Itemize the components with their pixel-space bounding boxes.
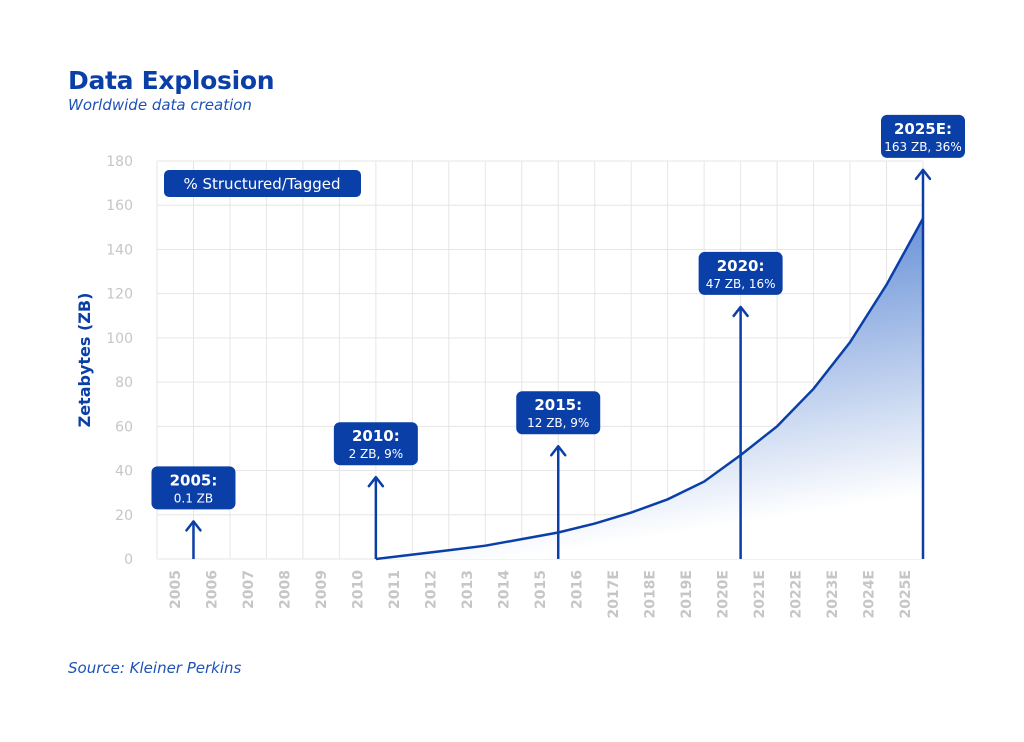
arrow-head	[732, 305, 749, 318]
x-tick-label: 2007	[241, 570, 257, 609]
x-tick-label: 2011	[387, 570, 403, 609]
y-tick-label: 40	[115, 464, 133, 480]
callout-title: 2025E:	[894, 120, 952, 138]
area-fill	[375, 218, 923, 559]
y-axis-label: Zetabytes (ZB)	[75, 293, 94, 428]
y-tick-label: 120	[106, 287, 133, 303]
callout-detail: 0.1 ZB	[174, 491, 213, 505]
callout-box	[516, 391, 601, 435]
y-tick-label: 0	[124, 552, 133, 568]
x-tick-label: 2016	[569, 570, 585, 609]
callout-detail: 12 ZB, 9%	[527, 416, 589, 430]
x-tick-label: 2012	[424, 570, 440, 609]
y-tick-label: 100	[106, 331, 133, 347]
callout-box	[151, 466, 236, 510]
y-tick-label: 20	[115, 508, 133, 524]
callout-2015: 2015: 12 ZB, 9%	[516, 391, 601, 559]
source-note: Source: Kleiner Perkins	[68, 659, 242, 677]
annotation-layer: % Structured/Tagged 2005: 0.1 ZB 2010: 2 ZB,…	[151, 114, 965, 559]
callout-detail: 163 ZB, 36%	[884, 140, 961, 154]
callout-detail: 2 ZB, 9%	[349, 447, 404, 461]
x-tick-label: 2008	[278, 570, 294, 609]
x-tick-label: 2009	[314, 570, 330, 609]
callout-title: 2010:	[352, 427, 400, 445]
callout-title: 2020:	[717, 257, 765, 275]
x-tick-label: 2020E	[715, 570, 731, 619]
arrow-head	[549, 444, 567, 457]
x-tick-label: 2022E	[788, 570, 804, 619]
area-layer	[375, 217, 925, 561]
legend-label: % Structured/Tagged	[183, 175, 340, 193]
y-tick-label: 60	[115, 419, 133, 435]
callout-box	[333, 422, 418, 466]
axis-layer: 0 20 40 60 80 100 120 140 160 180 2005 2006 2007 2008…	[75, 154, 914, 619]
y-tick-label: 160	[106, 198, 133, 214]
x-tick-label: 2018E	[642, 570, 658, 619]
arrow-head	[914, 168, 932, 181]
chart-subtitle: Worldwide data creation	[68, 96, 252, 114]
series-line	[375, 217, 925, 561]
x-tick-label: 2019E	[679, 570, 695, 619]
callout-detail: 47 ZB, 16%	[706, 277, 776, 291]
x-tick-label: 2025E	[898, 570, 914, 619]
callout-title: 2015:	[534, 396, 582, 414]
x-tick-label: 2017E	[606, 570, 622, 619]
x-tick-label: 2010	[351, 570, 367, 609]
callout-2010: 2010: 2 ZB, 9%	[333, 422, 418, 559]
x-tick-label: 2023E	[825, 570, 841, 619]
arrow-head	[367, 475, 385, 488]
legend-box	[164, 170, 361, 197]
x-tick-label: 2005	[168, 570, 184, 609]
callout-box	[698, 251, 783, 295]
y-tick-label: 180	[106, 154, 133, 170]
chart-title: Data Explosion	[68, 66, 275, 95]
x-tick-label: 2013	[460, 570, 476, 609]
callout-title: 2005:	[170, 471, 218, 489]
y-tick-label: 140	[106, 242, 133, 258]
x-tick-label: 2014	[497, 570, 513, 609]
x-tick-label: 2015	[533, 570, 549, 609]
arrow-head	[185, 520, 202, 532]
y-tick-label: 80	[115, 375, 133, 391]
callout-2020: 2020: 47 ZB, 16%	[698, 251, 783, 559]
callout-2005: 2005: 0.1 ZB	[151, 466, 236, 559]
callout-2025e: 2025E: 163 ZB, 36%	[881, 114, 965, 559]
legend: % Structured/Tagged	[164, 170, 361, 197]
x-tick-label: 2006	[205, 570, 221, 609]
x-tick-label: 2024E	[861, 570, 877, 619]
callout-box	[881, 114, 965, 158]
x-tick-label: 2021E	[752, 570, 768, 619]
